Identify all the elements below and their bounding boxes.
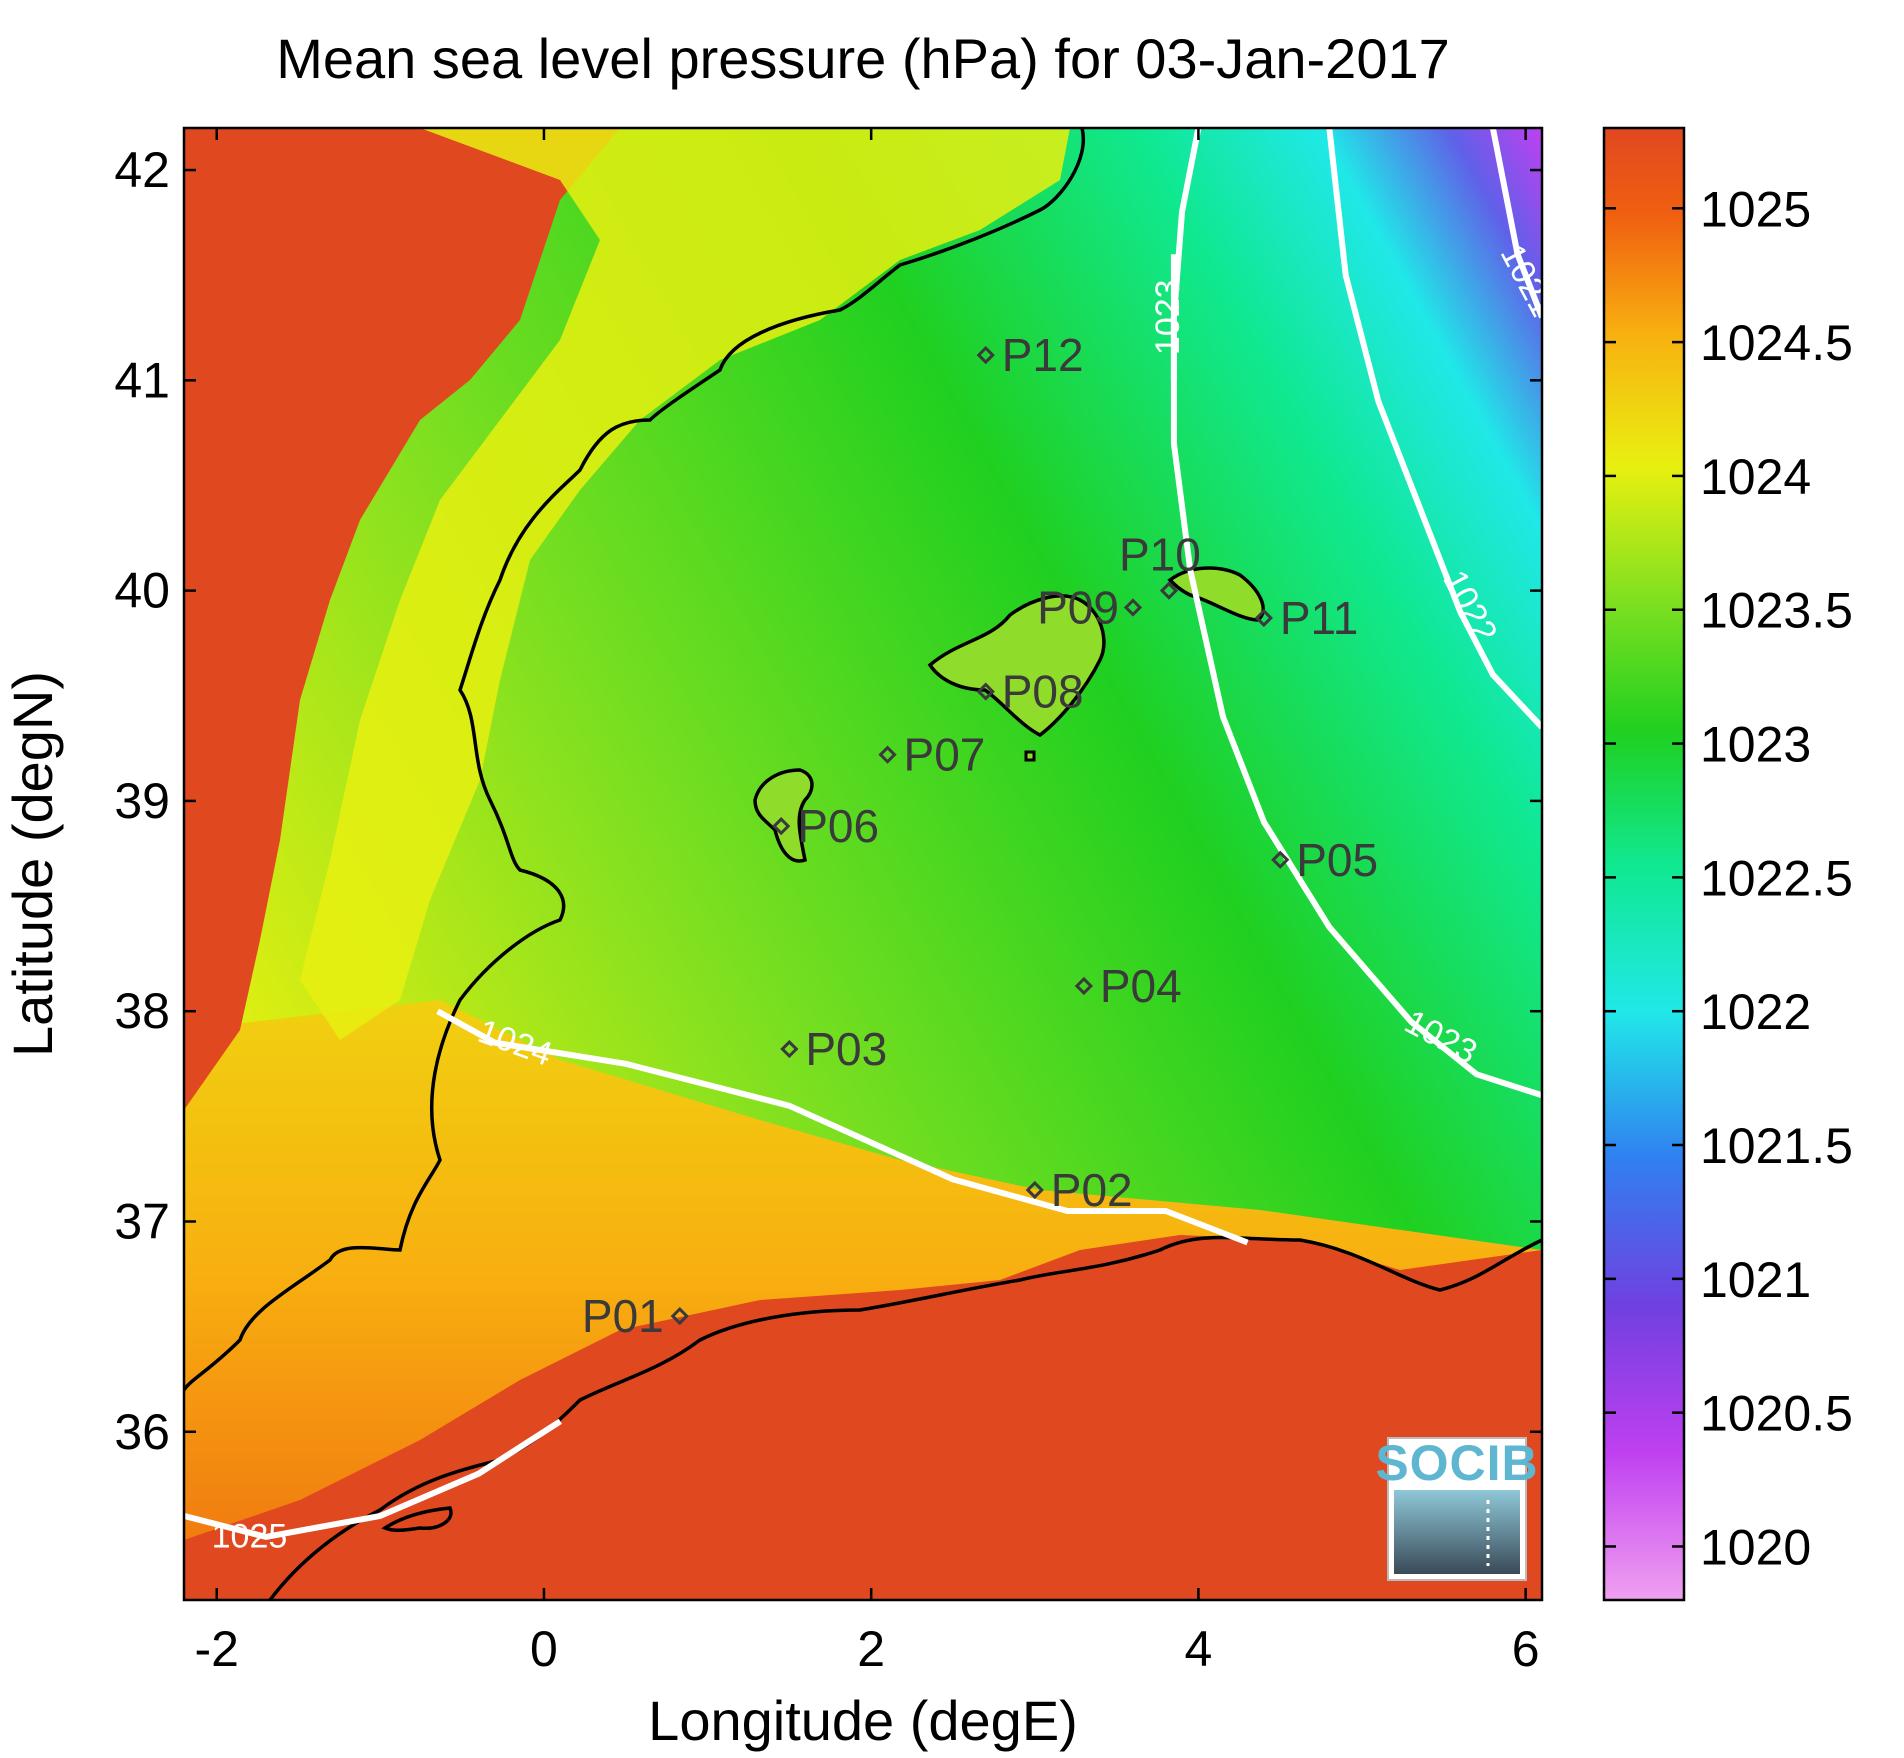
station-label: P08	[1002, 666, 1084, 718]
y-tick-label: 37	[114, 1193, 170, 1249]
x-tick-label: -2	[194, 1621, 238, 1677]
station-marker	[780, 1039, 799, 1059]
contour-label: 1023	[1149, 279, 1187, 355]
station-marker	[878, 745, 897, 764]
colorbar-tick-label: 1022.5	[1700, 850, 1853, 906]
map-plot-area	[184, 128, 1542, 1600]
station-marker	[1271, 850, 1290, 869]
y-axis: 36 37 38 39 40 41 42	[114, 142, 1542, 1460]
station-label: P10	[1119, 529, 1201, 581]
station-label: P11	[1280, 592, 1358, 644]
x-tick-label: 2	[857, 1621, 885, 1677]
map-frame	[182, 126, 1544, 1602]
colorbar	[1602, 126, 1686, 1602]
y-tick-label: 40	[114, 563, 170, 619]
colorbar-ticks: 1020 1020.5 1021 1021.5 1022 1022.5 1023 1023.5…	[1604, 181, 1853, 1575]
y-tick-label: 39	[114, 773, 170, 829]
station-label: P12	[1002, 329, 1084, 381]
contour-line-1022	[1326, 128, 1542, 730]
x-tick-label: 4	[1185, 1621, 1213, 1677]
colorbar-tick-label: 1024.5	[1700, 315, 1853, 371]
x-axis-label: Longitude (degE)	[648, 1689, 1078, 1752]
iberia-coastal-band	[300, 128, 1070, 1040]
contour-line-1021	[1489, 128, 1542, 319]
colorbar-tick-label: 1023	[1700, 717, 1811, 773]
station-marker	[1123, 598, 1143, 617]
station-label: P07	[904, 729, 986, 781]
station-marker	[1159, 581, 1179, 600]
station-label: P03	[805, 1023, 887, 1075]
station-marker	[1025, 1180, 1044, 1200]
coastline-africa	[268, 1235, 1542, 1600]
y-tick-label: 36	[114, 1404, 170, 1460]
station-marker	[1074, 976, 1094, 996]
colorbar-tick-label: 1020.5	[1700, 1386, 1853, 1442]
station-label: P01	[582, 1290, 664, 1342]
contour-line-1024	[436, 1008, 1249, 1246]
chart-title: Mean sea level pressure (hPa) for 03-Jan…	[276, 27, 1450, 90]
station-label: P06	[797, 800, 879, 852]
station-marker	[772, 817, 791, 836]
island-mallorca	[927, 594, 1106, 738]
africa-land-region	[184, 1235, 1542, 1600]
colorbar-tick-label: 1020	[1700, 1519, 1811, 1575]
iberia-land-region	[184, 128, 620, 1110]
station-label: P02	[1051, 1164, 1133, 1216]
island-ibiza	[753, 768, 814, 863]
island-alboran	[381, 1506, 453, 1533]
y-tick-label: 41	[114, 352, 170, 408]
y-tick-label: 38	[114, 983, 170, 1039]
socib-logo-text: SOCIB	[1375, 1435, 1538, 1491]
station-marker	[976, 345, 995, 365]
coastline-iberia	[184, 128, 1086, 1392]
colorbar-tick-label: 1022	[1700, 984, 1811, 1040]
colorbar-tick-label: 1021.5	[1700, 1118, 1853, 1174]
y-tick-label: 42	[114, 142, 170, 198]
island-cabrera	[1024, 750, 1036, 762]
y-axis-label: Latitude (degN)	[1, 671, 64, 1057]
x-tick-label: 6	[1512, 1621, 1540, 1677]
contour-line-1025	[184, 1418, 562, 1540]
station-marker	[670, 1306, 689, 1326]
station-label: P09	[1037, 581, 1119, 633]
contour-label: 1025	[212, 1517, 288, 1555]
station-marker	[1254, 608, 1273, 628]
x-tick-label: 0	[530, 1621, 558, 1677]
x-axis: -2 0 2 4 6	[194, 128, 1540, 1677]
colorbar-tick-label: 1024	[1700, 449, 1811, 505]
socib-logo: SOCIB	[1375, 1435, 1538, 1581]
station-marker	[976, 682, 995, 701]
station-label: P04	[1100, 960, 1182, 1012]
station-label: P05	[1296, 834, 1378, 886]
colorbar-tick-label: 1021	[1700, 1252, 1811, 1308]
colorbar-tick-label: 1025	[1700, 181, 1811, 237]
colorbar-tick-label: 1023.5	[1700, 583, 1853, 639]
